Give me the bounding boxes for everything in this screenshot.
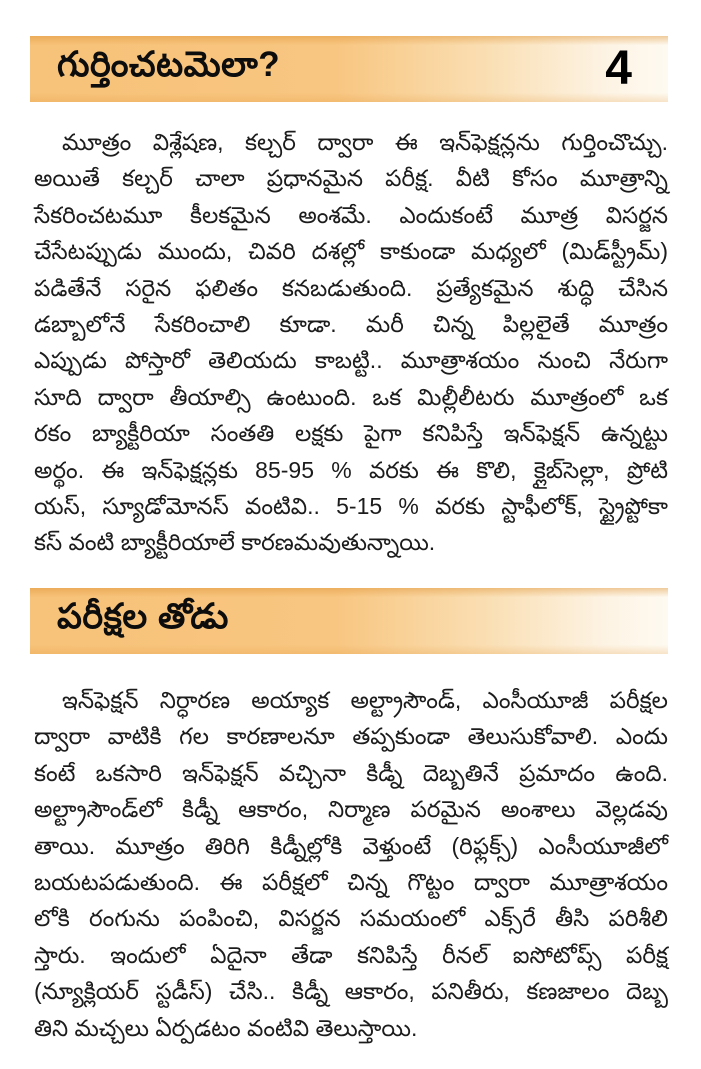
- text-line: సేకరించటమూ కీలకమైన అంశమే. ఎందుకంటే మూత్ర…: [34, 201, 668, 228]
- page-number: 4: [605, 42, 632, 95]
- text-line: అర్థం. ఈ ఇన్‌ఫెక్షన్లకు 85-95 % వరకు ఈ క…: [34, 456, 668, 483]
- text-line: తాయి. మూత్రం తిరిగి కిడ్నీల్లోకి వెళ్తుం…: [34, 832, 668, 859]
- text-line: కంటే ఒకసారి ఇన్‌ఫెక్షన్ వచ్చినా కిడ్నీ ద…: [34, 759, 668, 786]
- section-heading: పరీక్షల తోడు: [57, 597, 229, 636]
- text-line: స్తారు. ఇందులో ఏదైనా తేడా కనిపిస్తే రీనల…: [34, 941, 668, 968]
- text-line: రకం బ్యాక్టీరియా సంతతి లక్షకు పైగా కనిపి…: [34, 420, 668, 447]
- text-line: బయటపడుతుంది. ఈ పరీక్షలో చిన్న గొట్టం ద్వ…: [34, 868, 668, 895]
- text-line: తిని మచ్చలు ఏర్పడటం వంటివి తెలుస్తాయి.: [34, 1014, 418, 1041]
- text-line: ఎప్పుడు పోస్తారో తెలియదు కాబట్టి.. మూత్ర…: [34, 347, 668, 374]
- text-line: కస్ వంటి బ్యాక్టీరియాలే కారణమవుతున్నాయి.: [34, 529, 436, 556]
- text-line: ద్వారా వాటికి గల కారణాలనూ తప్పకుండా తెలు…: [34, 723, 668, 750]
- text-line: ఇన్‌ఫెక్షన్ నిర్ధారణ అయ్యాక అల్ట్రాసౌండ్…: [62, 687, 668, 713]
- text-line: అల్ట్రాసౌండ్‌లో కిడ్నీ ఆకారం, నిర్మాణ పర…: [34, 796, 668, 823]
- text-line: అయితే కల్చర్ చాలా ప్రధానమైన పరీక్ష. వీటి…: [34, 165, 668, 192]
- text-line: మూత్రం విశ్లేషణ, కల్చర్ ద్వారా ఈ ఇన్‌ఫెక…: [62, 129, 668, 155]
- text-line: సూది ద్వారా తీయాల్సి ఉంటుంది. ఒక మిల్లీల…: [34, 383, 668, 410]
- text-line: లోకి రంగును పంపించి, విసర్జన సమయంలో ఎక్స…: [34, 905, 668, 932]
- section-header-identification: గుర్తించటమెలా? 4: [30, 36, 668, 102]
- paragraph-identification: మూత్రం విశ్లేషణ, కల్చర్ ద్వారా ఈ ఇన్‌ఫెక…: [34, 124, 668, 561]
- text-line: యస్, స్యూడోమోనస్ వంటివి.. 5-15 % వరకు స్…: [34, 492, 668, 519]
- paragraph-tests: ఇన్‌ఫెక్షన్ నిర్ధారణ అయ్యాక అల్ట్రాసౌండ్…: [34, 682, 668, 1046]
- text-line: పడితేనే సరైన ఫలితం కనబడుతుంది. ప్రత్యేకమ…: [34, 274, 668, 301]
- section-heading: గుర్తించటమెలా?: [57, 45, 281, 84]
- text-line: (న్యూక్లియర్ స్టడీస్) చేసి.. కిడ్నీ ఆకార…: [34, 978, 668, 1005]
- section-header-tests: పరీక్షల తోడు: [30, 588, 668, 654]
- text-line: డబ్బాలోనే సేకరించాలి కూడా. మరీ చిన్న పిల…: [34, 310, 668, 337]
- text-line: చేసేటప్పుడు ముందు, చివరి దశల్లో కాకుండా …: [34, 238, 668, 265]
